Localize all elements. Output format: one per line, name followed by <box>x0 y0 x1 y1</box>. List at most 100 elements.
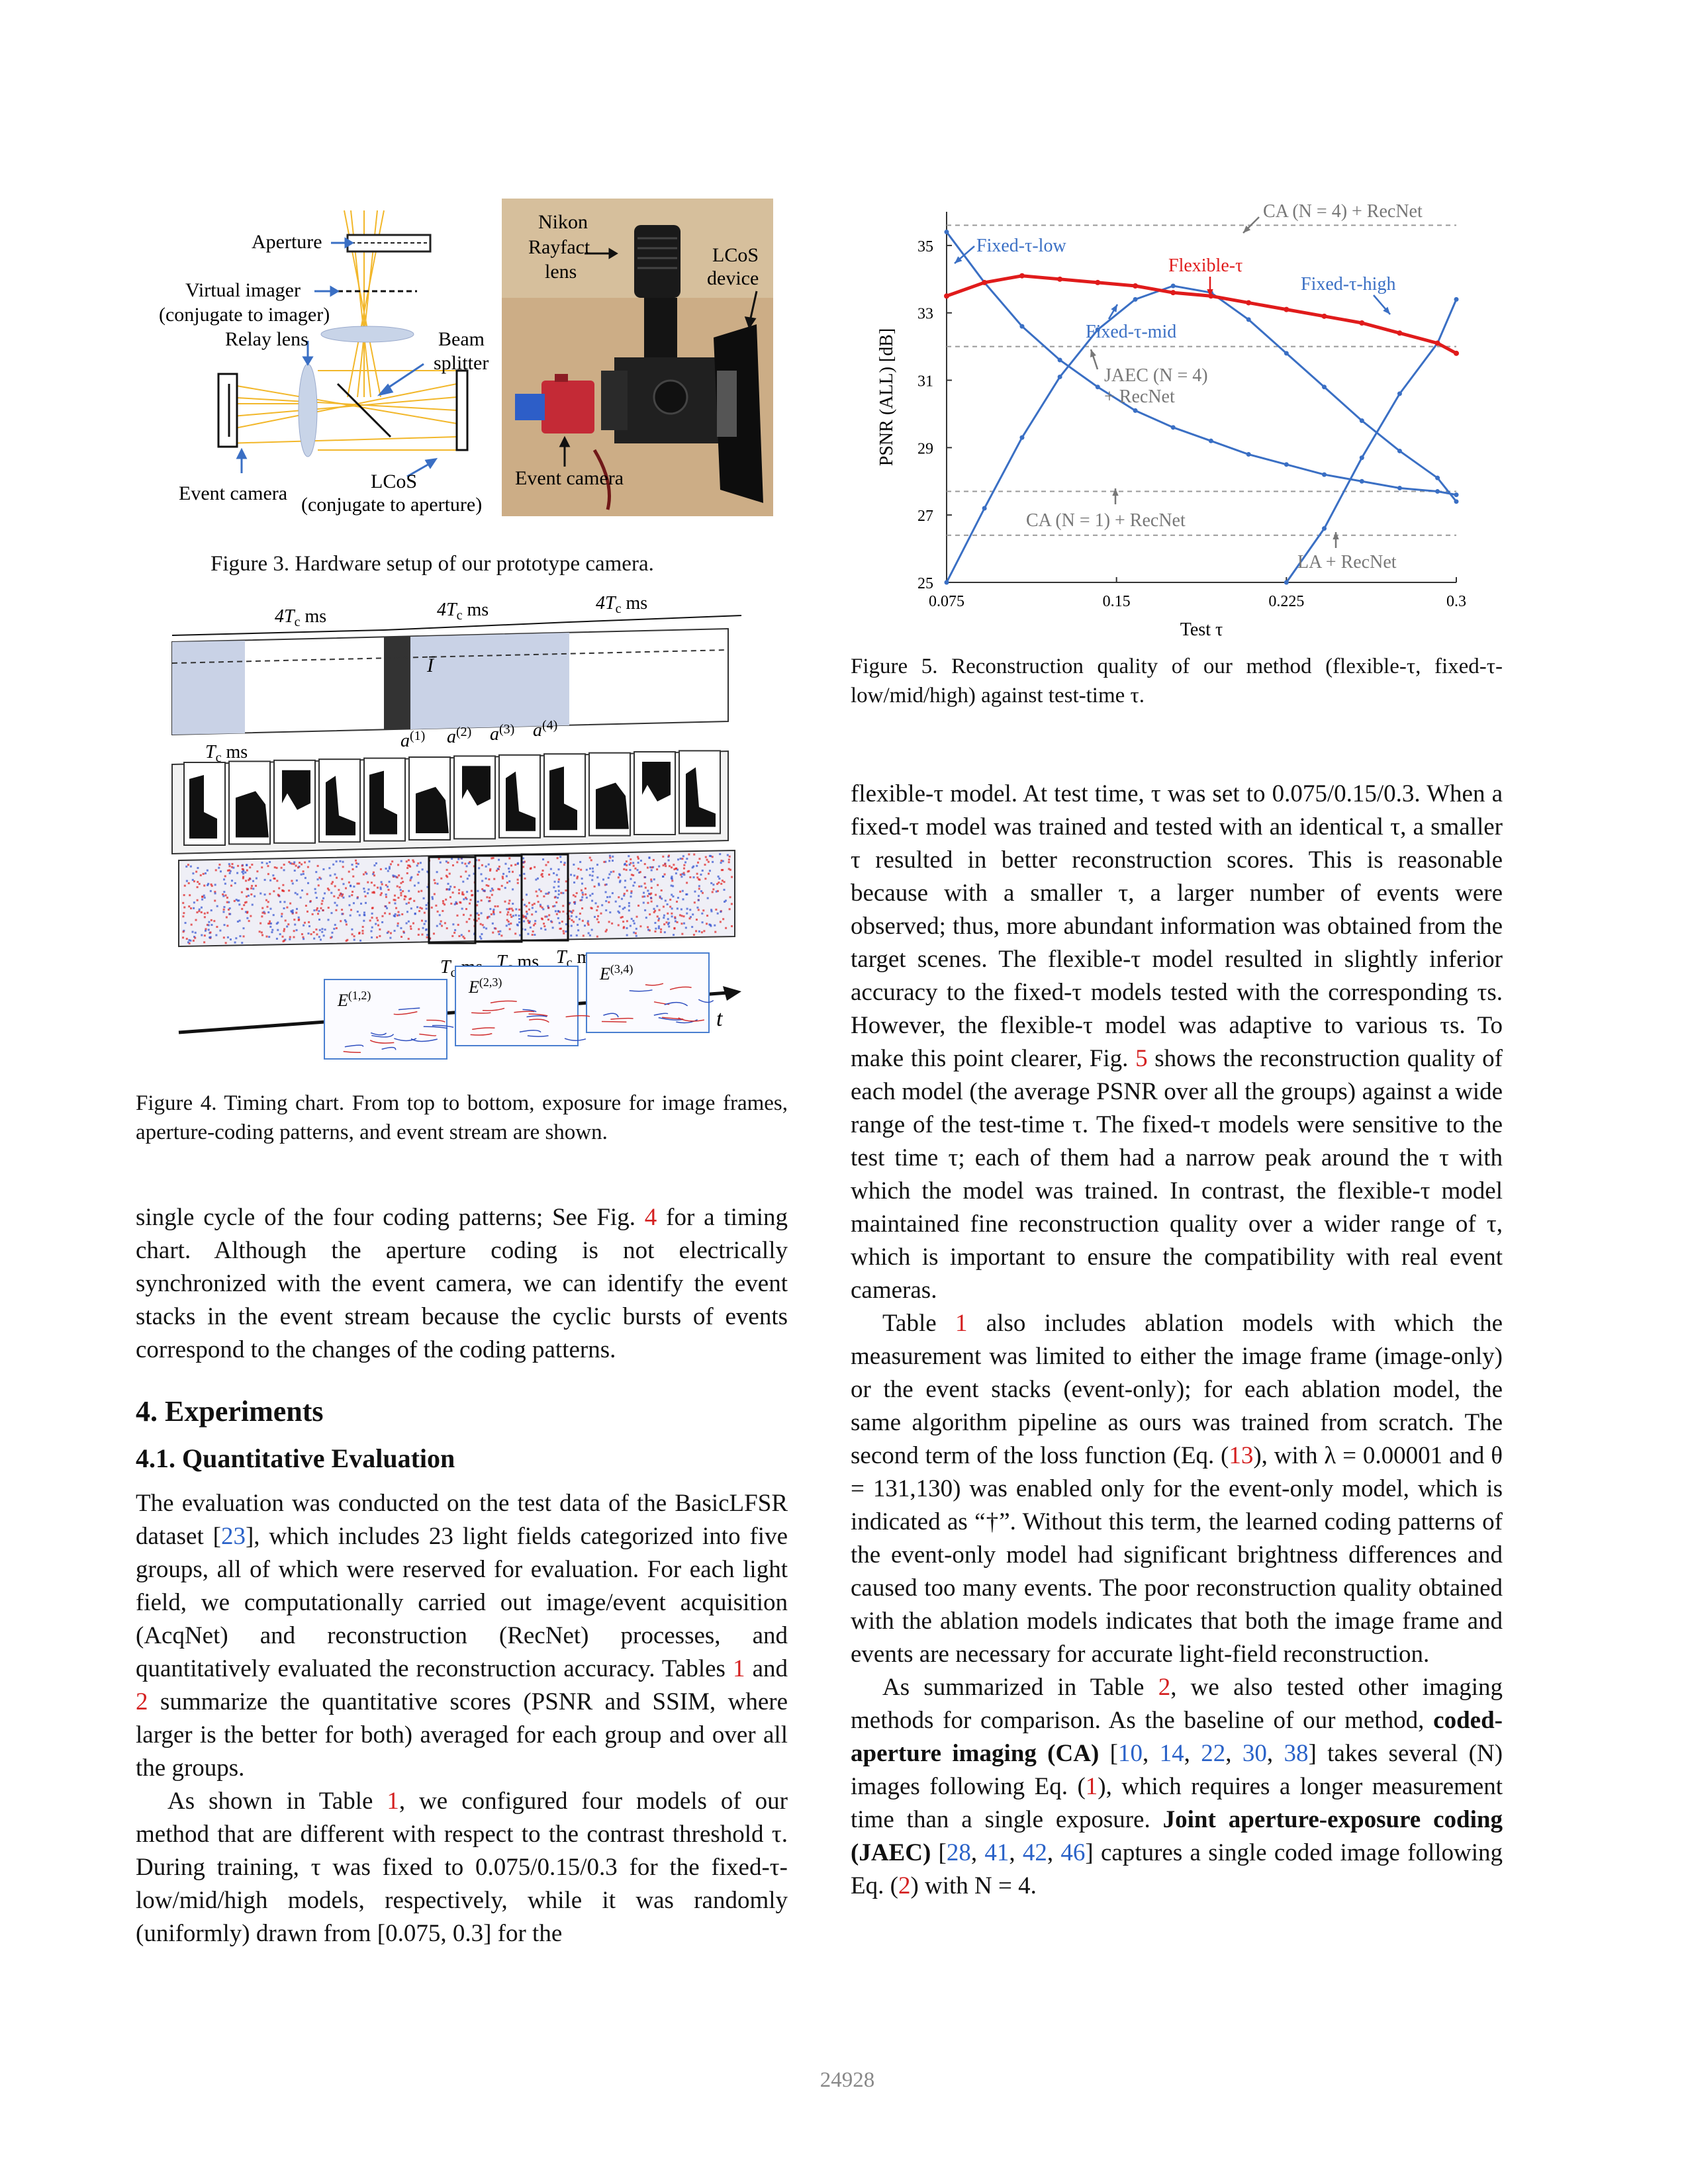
event-dot <box>342 896 345 899</box>
event-dot <box>679 890 682 893</box>
event-dot <box>668 921 671 924</box>
event-dot <box>462 880 465 883</box>
event-dot <box>259 922 262 925</box>
event-dot <box>420 919 423 922</box>
event-dot <box>553 886 555 889</box>
equation-link[interactable]: 13 <box>1229 1442 1254 1469</box>
event-dot <box>730 903 733 905</box>
event-dot <box>717 875 720 878</box>
event-dot <box>481 880 484 882</box>
tc-label-top-sub: c <box>216 751 222 765</box>
event-dot <box>223 891 226 893</box>
lcos-device-label-2: device <box>707 267 759 289</box>
event-dot <box>228 869 230 872</box>
event-dot <box>321 931 324 933</box>
figure-link[interactable]: 4 <box>644 1204 657 1231</box>
event-dot <box>207 884 209 887</box>
event-dot <box>485 877 487 880</box>
event-dot <box>570 915 573 917</box>
table-link[interactable]: 1 <box>733 1655 745 1682</box>
event-dot <box>700 890 702 893</box>
x-axis-label: Test τ <box>1180 619 1223 640</box>
citation-link[interactable]: 42 <box>1022 1839 1047 1866</box>
citation-link[interactable]: 10 <box>1117 1740 1143 1767</box>
a-label-2: a(2) <box>447 725 471 747</box>
event-dot <box>492 908 495 911</box>
citation-link[interactable]: 46 <box>1060 1839 1086 1866</box>
event-edge-stroke <box>653 1001 670 1005</box>
event-dot <box>355 862 357 864</box>
event-dot <box>719 921 722 923</box>
event-dot <box>630 862 632 864</box>
event-dot <box>328 867 331 870</box>
event-dot <box>207 882 210 885</box>
event-dot <box>413 899 416 902</box>
event-dot <box>379 887 382 890</box>
citation-link[interactable]: 14 <box>1159 1740 1184 1767</box>
event-dot <box>407 859 410 862</box>
event-dot <box>644 886 647 889</box>
citation-link[interactable]: 38 <box>1284 1740 1309 1767</box>
event-dot <box>379 886 382 889</box>
event-dot <box>356 882 359 885</box>
figure-link[interactable]: 5 <box>1135 1045 1148 1072</box>
event-dot <box>481 924 484 927</box>
event-dot <box>327 919 330 921</box>
event-dot <box>630 917 633 920</box>
event-dot <box>462 913 465 916</box>
event-dot <box>408 889 410 892</box>
event-dot <box>643 863 646 866</box>
citation-link[interactable]: 23 <box>220 1523 246 1550</box>
a-label-4: a(4) <box>533 718 557 741</box>
exposure-strip: Ī <box>171 627 729 736</box>
period-label-2-unit: ms <box>462 600 489 620</box>
event-dot <box>203 934 206 937</box>
event-dot <box>524 915 527 918</box>
event-dot <box>674 917 677 920</box>
citation-link[interactable]: 41 <box>984 1839 1009 1866</box>
equation-link[interactable]: 2 <box>898 1872 911 1899</box>
event-dot <box>706 858 708 861</box>
event-dot <box>681 889 684 892</box>
event-dot <box>478 867 481 870</box>
citation-link[interactable]: 22 <box>1201 1740 1226 1767</box>
event-dot <box>216 925 218 928</box>
event-dot <box>463 937 466 940</box>
event-dot <box>433 879 436 882</box>
event-dot <box>541 876 544 878</box>
event-dot <box>363 911 365 914</box>
event-dot <box>507 921 510 923</box>
event-dot <box>512 909 514 912</box>
event-dot <box>457 858 460 860</box>
event-dot <box>489 907 492 910</box>
table-link[interactable]: 1 <box>955 1310 968 1337</box>
table-link[interactable]: 1 <box>387 1788 399 1815</box>
event-dot <box>523 872 526 875</box>
event-dot <box>226 901 228 903</box>
event-dot <box>420 889 423 892</box>
event-dot <box>263 911 265 913</box>
pattern-shape <box>369 770 397 835</box>
table-link[interactable]: 2 <box>1158 1674 1171 1701</box>
event-dot <box>284 919 287 922</box>
event-dot <box>679 874 682 876</box>
event-dot <box>714 931 717 933</box>
event-dot <box>510 864 512 867</box>
event-dot <box>720 859 723 862</box>
event-dot <box>596 918 598 921</box>
event-dot <box>649 866 651 868</box>
event-dot <box>198 910 201 913</box>
event-dot <box>609 911 612 914</box>
equation-link[interactable]: 1 <box>1085 1773 1098 1800</box>
citation-link[interactable]: 28 <box>946 1839 971 1866</box>
event-dot <box>303 938 305 940</box>
event-dot <box>660 928 663 931</box>
event-dot <box>465 897 467 899</box>
event-dot <box>656 868 659 871</box>
event-dot <box>642 901 645 904</box>
table-link[interactable]: 2 <box>136 1688 148 1715</box>
event-dot <box>712 884 715 886</box>
event-dot <box>659 895 661 898</box>
citation-link[interactable]: 30 <box>1242 1740 1267 1767</box>
e-label-3-letter: E <box>599 964 610 983</box>
